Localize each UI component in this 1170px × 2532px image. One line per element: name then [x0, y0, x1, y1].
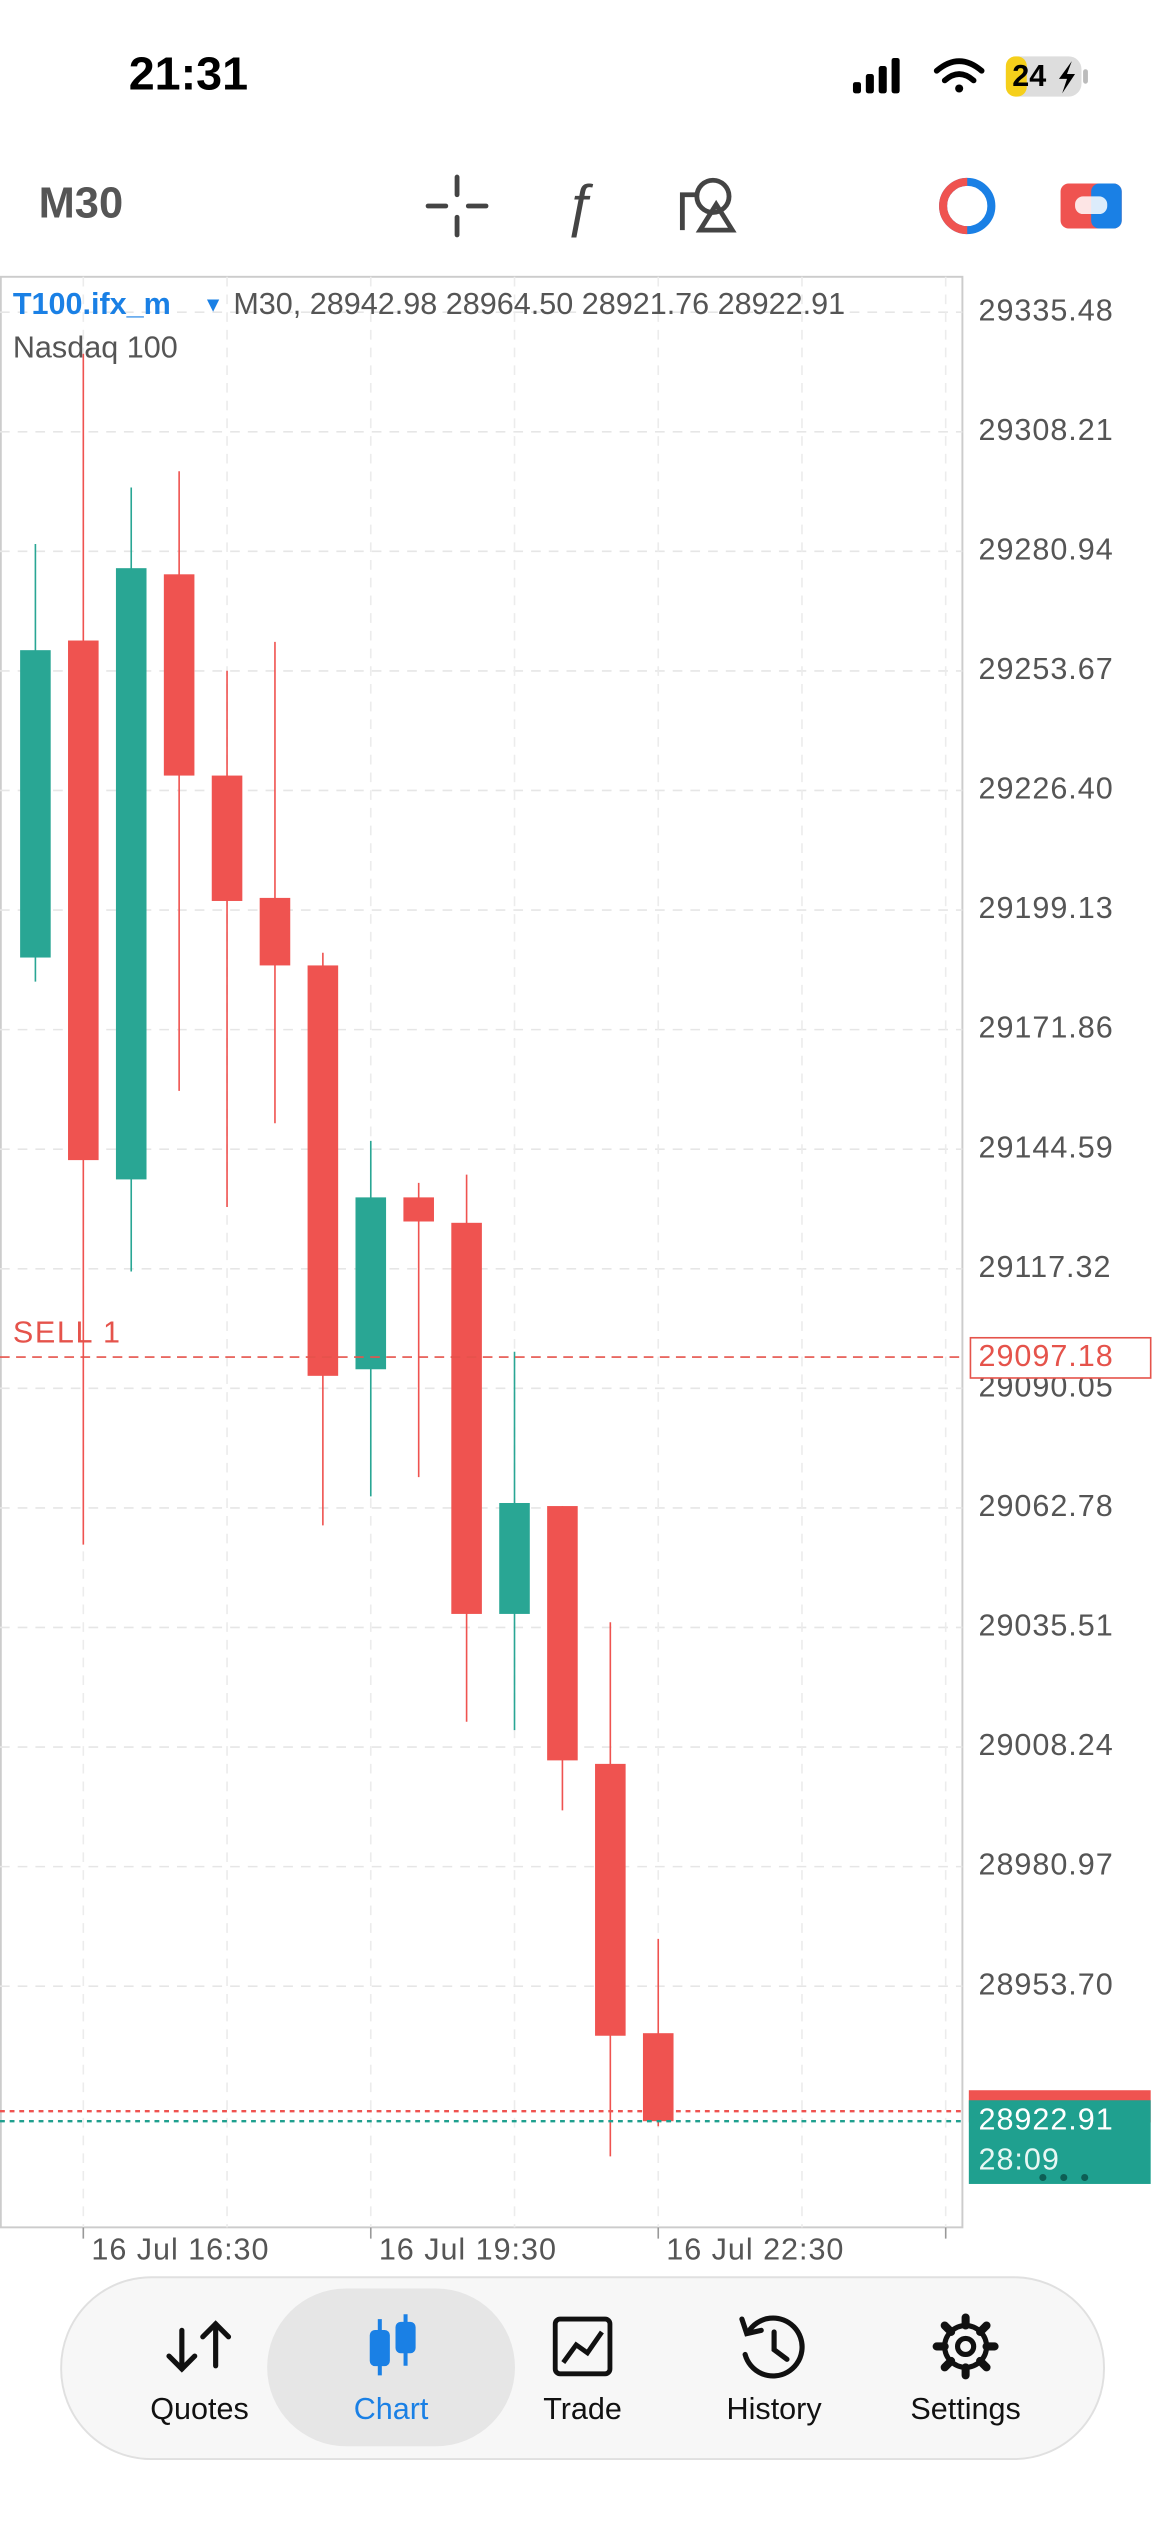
tab-label[interactable]: Trade — [543, 2392, 622, 2426]
tab-label[interactable]: Quotes — [150, 2392, 249, 2426]
candle-body — [355, 1197, 387, 1370]
battery-icon: 24 — [1005, 56, 1088, 97]
indicators-button[interactable]: ƒ — [563, 174, 595, 238]
y-tick-label: 29008.24 — [978, 1728, 1113, 1762]
trade-icon — [552, 2316, 613, 2377]
y-tick-label: 28953.70 — [978, 1967, 1113, 2001]
candle-body — [115, 568, 147, 1180]
candle-body — [451, 1222, 482, 1614]
candle-body — [595, 1763, 626, 2036]
account-button[interactable] — [939, 177, 996, 235]
battery-level: 24 — [1012, 59, 1046, 93]
bid-price-label: 28922.91 — [978, 2102, 1113, 2136]
candles — [20, 353, 674, 2157]
candle-body — [20, 650, 51, 958]
candle-body — [499, 1502, 530, 1614]
tab-label[interactable]: Chart — [354, 2392, 429, 2426]
objects-button[interactable] — [679, 177, 737, 233]
y-tick-label: 29280.94 — [978, 532, 1113, 566]
y-tick-label: 29199.13 — [978, 891, 1113, 925]
candle-body — [163, 574, 195, 776]
y-tick-label: 29035.51 — [978, 1609, 1113, 1643]
one-click-button[interactable] — [1060, 183, 1122, 229]
candle-body — [547, 1506, 578, 1761]
x-tick-label: 16 Jul 19:30 — [379, 2233, 557, 2267]
chart-icon — [369, 2314, 416, 2376]
symbol[interactable]: T100.ifx_m — [13, 287, 171, 321]
order-label: SELL 1 — [13, 1316, 122, 1350]
ohlc-info: M30, 28942.98 28964.50 28921.76 28922.91 — [233, 287, 845, 321]
candle-body — [259, 897, 291, 966]
overlays: SELL 1 — [0, 1316, 963, 2123]
tabs: Quotes Chart Trade History Settings — [150, 2392, 1021, 2426]
history-icon — [739, 2315, 805, 2379]
timeframe-button[interactable]: M30 — [39, 179, 124, 227]
bid-price-box — [968, 2100, 1151, 2184]
candle-body — [403, 1197, 434, 1222]
y-tick-label: 28980.97 — [978, 1848, 1113, 1882]
settings-icon — [932, 2313, 999, 2380]
y-tick-label: 29062.78 — [978, 1489, 1113, 1523]
signal-icon — [852, 57, 900, 94]
candle-body — [68, 640, 99, 1161]
y-tick-label: 29144.59 — [978, 1130, 1113, 1164]
y-tick-label: 29117.32 — [978, 1250, 1111, 1284]
wifi-icon — [933, 58, 985, 93]
order-price-label: 29097.18 — [978, 1339, 1113, 1373]
active-tab-highlight — [267, 2288, 515, 2447]
more-dots — [1060, 2173, 1068, 2182]
y-tick-label: 29308.21 — [978, 413, 1113, 447]
bar-timer: 28:09 — [978, 2143, 1059, 2177]
y-tick-label: 29171.86 — [978, 1011, 1113, 1045]
tab-label[interactable]: History — [727, 2392, 823, 2426]
y-tick-label: 29226.40 — [978, 772, 1113, 806]
candle-body — [211, 775, 243, 901]
quotes-icon — [166, 2320, 232, 2373]
candle-body — [307, 965, 339, 1376]
tab-label[interactable]: Settings — [910, 2392, 1020, 2426]
y-tick-label: 29335.48 — [978, 293, 1113, 327]
candle-body — [642, 2033, 674, 2122]
more-dots — [1081, 2173, 1089, 2182]
y-tick-label: 29253.67 — [978, 652, 1113, 686]
more-dots — [1039, 2173, 1047, 2182]
order-price-box — [969, 1336, 1152, 1379]
x-tick-label: 16 Jul 16:30 — [91, 2233, 269, 2267]
x-tick-label: 16 Jul 22:30 — [666, 2233, 844, 2267]
clock: 21:31 — [129, 48, 248, 100]
chart[interactable]: SELL 1 T100.ifx_m ▼ M30, 28942.98 28964.… — [0, 275, 964, 2229]
symbol-description: Nasdaq 100 — [13, 330, 178, 364]
symbol-dropdown-arrow[interactable]: ▼ — [203, 293, 224, 316]
crosshair-button[interactable] — [425, 174, 489, 238]
